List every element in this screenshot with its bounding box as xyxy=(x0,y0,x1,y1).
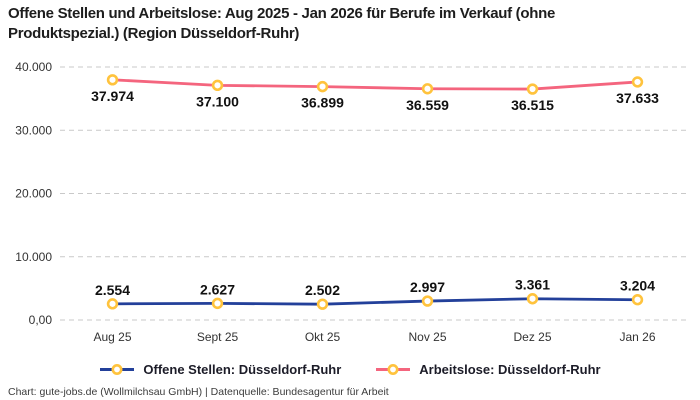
x-axis-tick-label: Dez 25 xyxy=(513,330,551,344)
data-point-label: 36.515 xyxy=(511,97,554,113)
chart-legend: Offene Stellen: Düsseldorf-Ruhr Arbeitslo… xyxy=(0,362,700,377)
data-point-label: 37.974 xyxy=(91,88,134,104)
x-axis-tick-label: Jan 26 xyxy=(619,330,655,344)
chart-footer-credit: Chart: gute-jobs.de (Wollmilchsau GmbH) … xyxy=(8,386,389,398)
data-point-label: 2.997 xyxy=(410,279,445,295)
legend-item-label: Arbeitslose: Düsseldorf-Ruhr xyxy=(419,362,601,377)
y-axis-tick-label: 10.000 xyxy=(15,250,52,264)
legend-line-marker-icon xyxy=(376,364,411,375)
y-axis-tick-label: 40.000 xyxy=(15,60,52,74)
data-point-marker xyxy=(106,74,119,86)
y-axis-tick-label: 20.000 xyxy=(15,187,52,201)
data-point-marker xyxy=(421,83,434,95)
data-point-label: 3.204 xyxy=(620,278,655,294)
x-axis-tick-label: Aug 25 xyxy=(93,330,131,344)
data-point-label: 2.502 xyxy=(305,282,340,298)
chart-title: Offene Stellen und Arbeitslose: Aug 2025… xyxy=(8,5,556,43)
y-axis-tick-label: 0,00 xyxy=(29,313,53,327)
data-point-marker xyxy=(421,295,434,307)
legend-item-label: Offene Stellen: Düsseldorf-Ruhr xyxy=(143,362,342,377)
data-point-marker xyxy=(526,83,539,95)
data-point-marker xyxy=(316,298,329,310)
legend-item: Offene Stellen: Düsseldorf-Ruhr xyxy=(99,362,341,377)
data-point-marker xyxy=(631,76,644,88)
data-point-marker xyxy=(211,79,224,92)
x-axis-tick-label: Okt 25 xyxy=(305,330,341,344)
data-point-marker xyxy=(106,298,119,310)
data-point-label: 2.627 xyxy=(200,281,235,297)
legend-line-marker-icon xyxy=(100,364,135,375)
data-point-label: 2.554 xyxy=(95,282,130,298)
data-point-marker xyxy=(631,294,644,306)
legend-item: Arbeitslose: Düsseldorf-Ruhr xyxy=(375,362,601,377)
y-axis-tick-label: 30.000 xyxy=(15,123,52,137)
data-point-label: 37.100 xyxy=(196,93,239,109)
data-point-label: 36.559 xyxy=(406,97,449,113)
data-point-label: 3.361 xyxy=(515,277,550,293)
data-point-marker xyxy=(316,80,329,93)
data-point-label: 37.633 xyxy=(616,90,659,106)
x-axis-tick-label: Sept 25 xyxy=(197,330,239,344)
data-point-label: 36.899 xyxy=(301,95,344,111)
series-line xyxy=(111,297,639,306)
x-axis-tick-label: Nov 25 xyxy=(408,330,446,344)
data-point-marker xyxy=(526,293,539,305)
data-point-marker xyxy=(211,297,224,310)
series-line xyxy=(111,78,639,91)
